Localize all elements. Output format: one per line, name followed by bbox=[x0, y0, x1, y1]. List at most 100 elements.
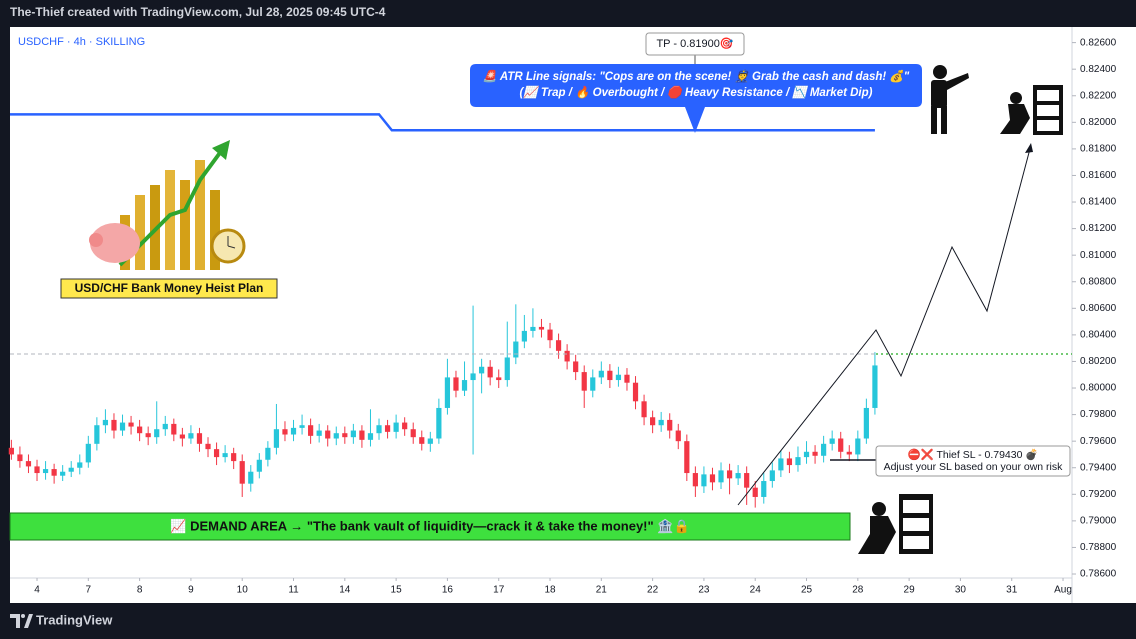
candle-body bbox=[590, 377, 596, 391]
candle-body bbox=[504, 357, 510, 381]
candle-body bbox=[846, 451, 852, 455]
candle-body bbox=[632, 382, 639, 402]
candle-body bbox=[25, 461, 32, 467]
candle-body bbox=[427, 438, 433, 444]
x-tick-label: 29 bbox=[904, 585, 916, 596]
y-tick-label: 0.78800 bbox=[1080, 542, 1117, 553]
candle-body bbox=[222, 453, 228, 458]
y-tick-label: 0.80000 bbox=[1080, 383, 1117, 394]
candle-body bbox=[42, 469, 49, 474]
candle-body bbox=[333, 433, 339, 439]
candle-body bbox=[786, 458, 793, 466]
demand-area bbox=[9, 512, 851, 541]
candle-body bbox=[350, 430, 356, 438]
candle-body bbox=[803, 451, 810, 458]
arrowhead bbox=[1025, 143, 1033, 153]
candle-body bbox=[299, 425, 305, 428]
y-tick-label: 0.81400 bbox=[1080, 197, 1117, 208]
marks bbox=[8, 113, 878, 508]
candle-body bbox=[667, 419, 673, 431]
x-tick-label: 11 bbox=[288, 585, 299, 596]
candle-body bbox=[51, 469, 57, 476]
callout-text: 🚨 ATR Line signals: "Cops are on the sce… bbox=[483, 69, 910, 83]
candle-body bbox=[359, 430, 365, 440]
candle-body bbox=[521, 330, 527, 342]
candle-body bbox=[735, 473, 741, 479]
x-tick-label: 4 bbox=[34, 585, 40, 596]
candle-body bbox=[342, 433, 348, 438]
x-tick-label: 10 bbox=[237, 585, 249, 596]
thief-figure bbox=[931, 65, 969, 134]
candle-body bbox=[188, 433, 194, 439]
candle-body bbox=[547, 329, 553, 341]
candle-body bbox=[795, 457, 801, 466]
projection bbox=[737, 144, 1032, 506]
vault-figure bbox=[858, 494, 933, 554]
y-tick-label: 0.82000 bbox=[1080, 117, 1117, 128]
y-tick-label: 0.78600 bbox=[1080, 569, 1117, 580]
candle-body bbox=[650, 417, 656, 426]
candle-body bbox=[119, 422, 126, 431]
candle-body bbox=[658, 419, 664, 426]
y-tick-label: 0.80800 bbox=[1080, 276, 1117, 287]
tp-box bbox=[645, 32, 745, 56]
x-tick-label: 30 bbox=[955, 585, 967, 596]
sl-label: ⛔❌ Thief SL - 0.79430 💣 bbox=[908, 448, 1039, 461]
candle-body bbox=[205, 443, 211, 450]
candle-body bbox=[402, 422, 408, 430]
y-tick-label: 0.80400 bbox=[1080, 330, 1117, 341]
candle-body bbox=[564, 350, 570, 362]
x-tick-label: 8 bbox=[137, 585, 143, 596]
candle-body bbox=[34, 466, 40, 474]
candle-body bbox=[213, 449, 220, 458]
candle-body bbox=[436, 407, 442, 439]
candle-body bbox=[239, 461, 245, 484]
candle-body bbox=[530, 326, 536, 331]
candle-body bbox=[538, 326, 545, 330]
candle-body bbox=[709, 474, 716, 483]
candle-body bbox=[761, 481, 767, 497]
candle-body bbox=[778, 458, 784, 471]
candle-body bbox=[470, 373, 476, 381]
candle-body bbox=[812, 451, 818, 456]
y-tick-label: 0.79000 bbox=[1080, 516, 1117, 527]
y-tick-label: 0.81200 bbox=[1080, 223, 1117, 234]
candle-body bbox=[701, 474, 707, 487]
x-tick-label: 28 bbox=[852, 585, 864, 596]
x-tick-label: 15 bbox=[391, 585, 403, 596]
candle-body bbox=[607, 370, 613, 381]
x-tick-label: 25 bbox=[801, 585, 813, 596]
candle-body bbox=[419, 437, 425, 444]
candle-body bbox=[273, 429, 280, 448]
candle-body bbox=[308, 425, 314, 436]
candle-body bbox=[581, 372, 587, 391]
candle-body bbox=[231, 453, 237, 462]
candle-body bbox=[367, 433, 374, 440]
candle-body bbox=[171, 423, 177, 435]
sl-box bbox=[875, 445, 1071, 477]
candle-body bbox=[248, 471, 254, 484]
x-tick-label: 23 bbox=[698, 585, 710, 596]
candle-body bbox=[479, 366, 485, 374]
x-tick-label: 7 bbox=[86, 585, 92, 596]
candle-body bbox=[641, 401, 647, 418]
plot-area bbox=[10, 27, 1072, 603]
y-tick-label: 0.82600 bbox=[1080, 37, 1117, 48]
sl-note: Adjust your SL based on your own risk bbox=[884, 461, 1064, 473]
y-tick-label: 0.82400 bbox=[1080, 64, 1117, 75]
plan-box bbox=[60, 278, 278, 299]
candle-body bbox=[154, 429, 160, 438]
candle-body bbox=[453, 377, 459, 391]
candle-body bbox=[393, 422, 399, 432]
x-tick-label: 24 bbox=[750, 585, 762, 596]
candle-body bbox=[290, 427, 297, 435]
candle-body bbox=[615, 374, 622, 381]
candle-body bbox=[624, 374, 630, 383]
x-tick-label: 9 bbox=[188, 585, 194, 596]
y-tick-label: 0.81800 bbox=[1080, 144, 1117, 155]
y-tick-label: 0.80200 bbox=[1080, 356, 1117, 367]
x-tick-label: Aug bbox=[1054, 585, 1072, 596]
candle-body bbox=[325, 430, 331, 439]
